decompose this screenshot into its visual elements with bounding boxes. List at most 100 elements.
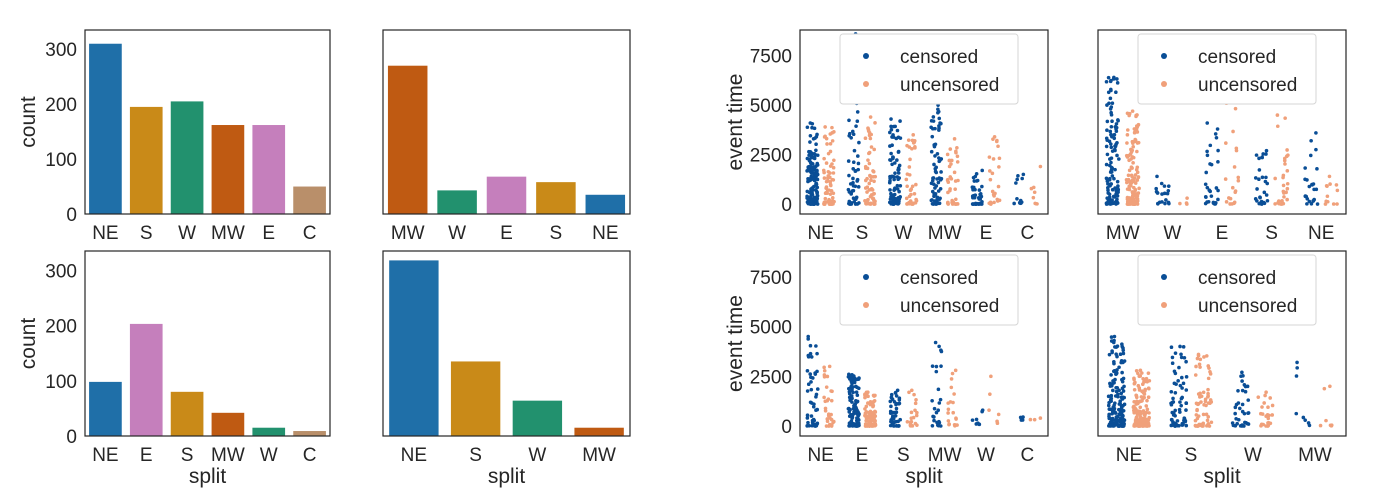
point-uncensored-ne bbox=[1145, 407, 1150, 412]
point-censored-ne bbox=[808, 343, 813, 348]
bar-s bbox=[536, 182, 576, 214]
bar-e bbox=[486, 176, 527, 214]
point-censored-s bbox=[890, 416, 895, 420]
point-censored-e bbox=[1205, 153, 1210, 158]
point-uncensored-c bbox=[1032, 190, 1037, 195]
point-uncensored-s bbox=[867, 161, 872, 166]
point-uncensored-w bbox=[904, 196, 909, 201]
point-censored-w bbox=[898, 119, 902, 123]
point-uncensored-w bbox=[904, 177, 909, 182]
y-axis-title: count bbox=[17, 318, 40, 370]
legend: censored uncensored bbox=[1137, 254, 1317, 326]
point-censored-e bbox=[1215, 127, 1220, 131]
point-censored-ne bbox=[1305, 196, 1310, 201]
point-censored-s bbox=[1180, 375, 1184, 380]
point-censored-ne bbox=[815, 161, 820, 166]
legend-label-uncensored: uncensored bbox=[900, 75, 999, 96]
point-uncensored-mw bbox=[1129, 165, 1134, 170]
point-uncensored-ne bbox=[823, 196, 828, 201]
point-uncensored-e bbox=[992, 194, 996, 198]
point-censored-s bbox=[1263, 179, 1268, 184]
point-censored-ne bbox=[814, 182, 819, 187]
point-uncensored-s bbox=[1193, 373, 1198, 377]
point-censored-w bbox=[892, 175, 896, 179]
point-uncensored-w bbox=[1270, 403, 1275, 408]
bar-c bbox=[293, 431, 326, 436]
bar-w bbox=[170, 101, 204, 214]
point-censored-mw bbox=[937, 344, 941, 349]
x-tick-label-mw: MW bbox=[211, 223, 245, 244]
point-censored-s bbox=[1257, 201, 1262, 206]
point-uncensored-ne bbox=[1132, 377, 1136, 382]
point-censored-ne bbox=[815, 387, 820, 391]
x-tick-label-s: S bbox=[1265, 223, 1278, 244]
legend-marker-censored bbox=[1161, 274, 1167, 280]
x-tick-label-ne: NE bbox=[807, 445, 833, 466]
legend-frame bbox=[839, 254, 1019, 326]
point-censored-ne bbox=[1109, 373, 1113, 377]
point-censored-e bbox=[1208, 189, 1212, 194]
bar-ne bbox=[89, 43, 122, 215]
point-censored-mw bbox=[1105, 196, 1109, 200]
x-tick-label-w: W bbox=[977, 445, 995, 466]
point-uncensored-s bbox=[1198, 391, 1202, 396]
bar-c bbox=[293, 186, 326, 214]
point-uncensored-mw bbox=[1322, 386, 1327, 391]
point-uncensored-mw bbox=[1133, 173, 1138, 177]
point-censored-mw bbox=[937, 159, 942, 164]
point-uncensored-s bbox=[1206, 376, 1211, 381]
point-censored-e bbox=[855, 393, 860, 398]
point-uncensored-ne bbox=[822, 156, 826, 161]
point-censored-w bbox=[888, 179, 892, 183]
point-uncensored-s bbox=[1196, 353, 1201, 358]
point-censored-mw bbox=[931, 119, 936, 123]
point-censored-ne bbox=[1106, 394, 1111, 399]
point-censored-s bbox=[852, 148, 857, 153]
point-censored-e bbox=[1205, 121, 1210, 125]
point-uncensored-e bbox=[996, 144, 1000, 149]
point-censored-ne bbox=[808, 202, 813, 206]
point-censored-w bbox=[891, 155, 895, 159]
point-uncensored-w bbox=[996, 412, 1001, 417]
point-uncensored-ne bbox=[1134, 402, 1139, 406]
point-uncensored-w bbox=[988, 392, 992, 396]
point-uncensored-s bbox=[1275, 113, 1280, 117]
point-censored-mw bbox=[1108, 96, 1113, 101]
point-censored-s bbox=[851, 196, 856, 201]
point-uncensored-w bbox=[1261, 422, 1266, 427]
point-censored-w bbox=[1238, 406, 1242, 411]
point-uncensored-w bbox=[914, 182, 918, 187]
point-censored-ne bbox=[806, 195, 811, 200]
point-censored-s bbox=[1170, 355, 1175, 360]
panel-top-middle: MW W E S NE bbox=[382, 29, 631, 244]
point-censored-ne bbox=[812, 418, 817, 423]
y-tick-label: 100 bbox=[45, 150, 77, 171]
point-censored-ne bbox=[805, 413, 810, 417]
point-censored-mw bbox=[1109, 132, 1113, 137]
point-uncensored-mw bbox=[954, 417, 958, 421]
x-tick-label-e: E bbox=[856, 445, 869, 466]
point-censored-s bbox=[1179, 403, 1183, 408]
point-censored-mw bbox=[936, 408, 941, 412]
point-censored-ne bbox=[806, 420, 810, 425]
point-censored-ne bbox=[1307, 184, 1312, 189]
point-uncensored-e bbox=[863, 424, 868, 428]
point-censored-w bbox=[889, 117, 893, 121]
point-uncensored-ne bbox=[1146, 371, 1151, 375]
legend-label-uncensored: uncensored bbox=[1198, 296, 1297, 317]
point-uncensored-mw bbox=[952, 170, 957, 175]
point-uncensored-e bbox=[991, 157, 996, 161]
x-tick-label-ne: NE bbox=[807, 223, 833, 244]
point-censored-ne bbox=[1112, 381, 1116, 385]
point-uncensored-ne bbox=[1324, 199, 1328, 204]
point-censored-ne bbox=[810, 162, 815, 166]
series-censored bbox=[1106, 334, 1312, 428]
point-uncensored-mw bbox=[948, 158, 952, 163]
point-uncensored-e bbox=[1236, 178, 1241, 183]
point-uncensored-w bbox=[907, 145, 912, 149]
point-uncensored-e bbox=[870, 424, 875, 428]
point-censored-ne bbox=[808, 140, 812, 144]
point-uncensored-s bbox=[1200, 424, 1204, 428]
point-censored-s bbox=[1169, 389, 1174, 394]
point-censored-ne bbox=[815, 132, 819, 137]
